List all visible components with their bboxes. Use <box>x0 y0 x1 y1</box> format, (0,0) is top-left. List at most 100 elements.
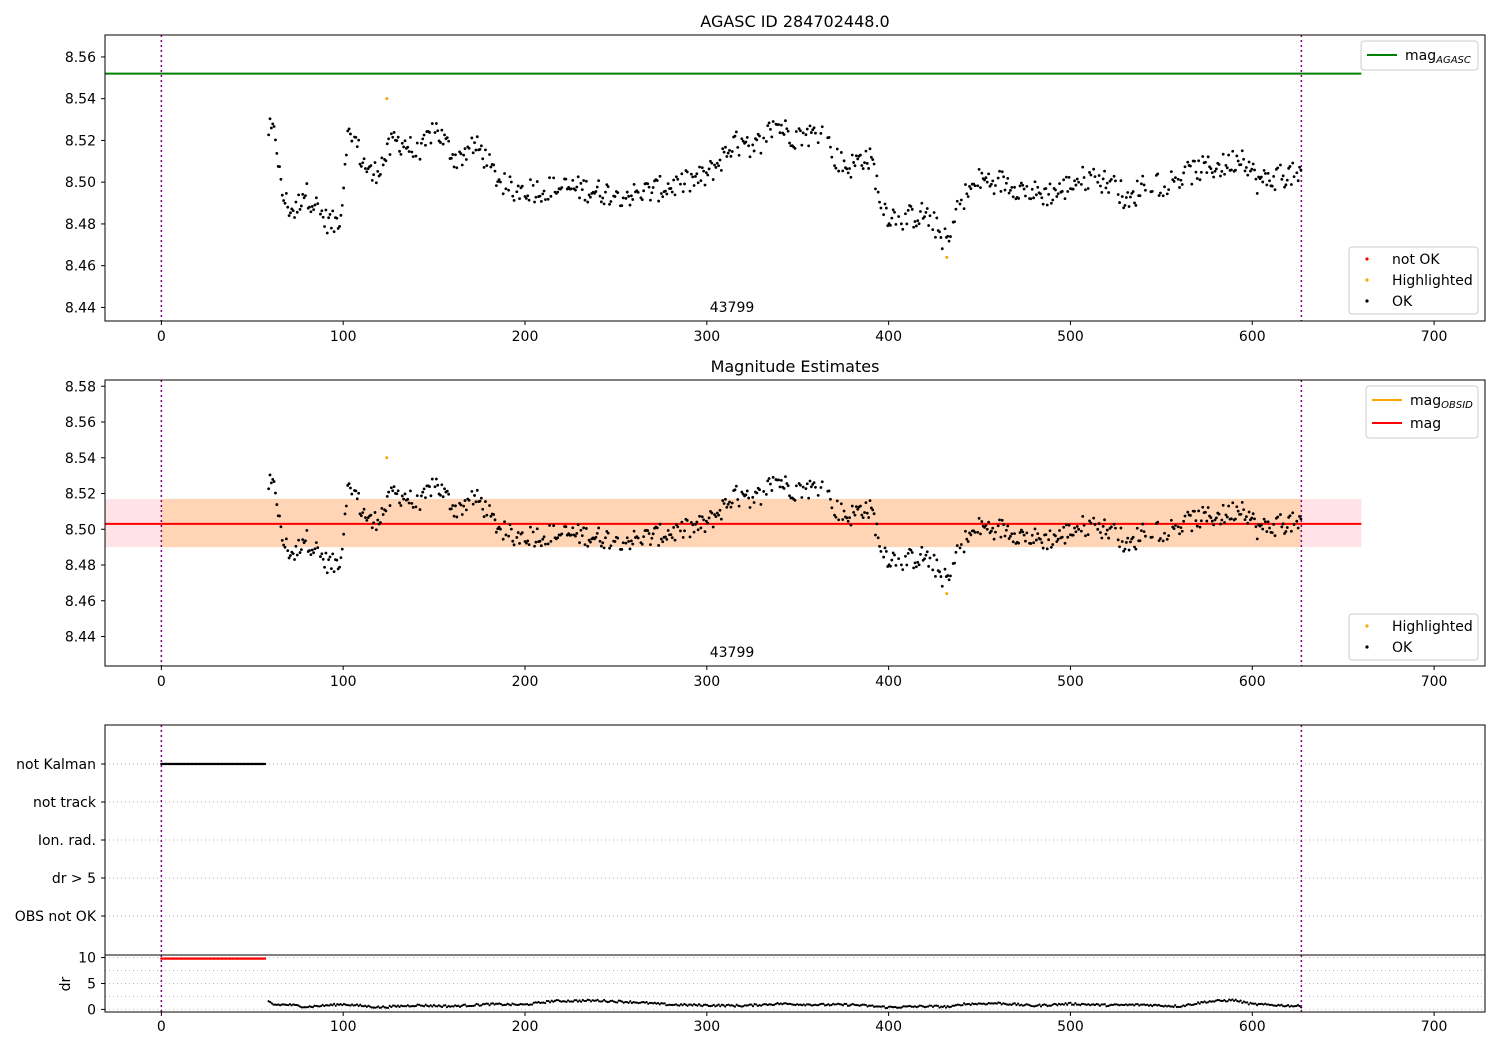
dr-point <box>416 1003 419 1006</box>
dr-flag-point <box>263 957 267 960</box>
ok-point <box>608 546 611 550</box>
ok-point <box>479 144 483 148</box>
ok-point <box>689 172 693 176</box>
dr-point <box>622 1001 625 1004</box>
ok-point <box>771 475 775 479</box>
ok-point <box>391 135 395 139</box>
legend-box <box>1348 246 1479 315</box>
ok-point <box>931 568 935 572</box>
ok-point <box>436 129 440 133</box>
dr-point <box>990 1002 994 1005</box>
dr-point <box>414 1004 418 1008</box>
ok-point <box>740 490 744 494</box>
dr-point <box>269 1001 272 1004</box>
dr-point <box>488 1004 491 1007</box>
ok-point <box>440 483 444 487</box>
ok-point <box>533 200 536 204</box>
ok-point <box>548 176 551 180</box>
ok-point <box>715 161 719 165</box>
ok-point <box>665 538 669 541</box>
ok-point <box>650 191 654 195</box>
dr-point <box>979 1002 982 1005</box>
ok-point <box>770 489 774 492</box>
ok-point <box>1066 535 1070 539</box>
dr-point <box>331 1004 334 1007</box>
dr-point <box>1079 1004 1082 1007</box>
ok-point <box>589 540 592 544</box>
ok-point <box>447 492 451 496</box>
ok-point <box>289 554 292 557</box>
ok-point <box>1234 517 1237 521</box>
dr-point <box>658 1003 661 1006</box>
y-tick-label: 8.52 <box>65 487 96 503</box>
ok-point <box>1194 170 1198 174</box>
ok-point <box>691 175 695 179</box>
dr-point <box>815 1004 818 1007</box>
ok-point <box>492 163 496 167</box>
ok-point <box>1242 508 1246 512</box>
ok-point <box>539 544 543 548</box>
dr-point <box>1273 1004 1277 1007</box>
ok-point <box>1129 540 1132 544</box>
ok-point <box>695 172 699 176</box>
ok-point <box>959 543 963 546</box>
ok-point <box>414 505 418 509</box>
ok-point <box>721 499 725 502</box>
ok-point <box>807 144 811 148</box>
dr-point <box>1229 999 1232 1002</box>
ok-point <box>1193 509 1196 513</box>
ok-point <box>538 539 542 543</box>
dr-point <box>1031 1005 1034 1008</box>
ok-point <box>295 553 299 557</box>
x-tick-label: 200 <box>512 674 539 690</box>
dr-point <box>524 1003 527 1006</box>
dr-point <box>509 1004 512 1007</box>
dr-point <box>969 1003 972 1007</box>
ok-point <box>1045 203 1049 207</box>
ok-point <box>497 525 501 529</box>
ok-point <box>949 235 952 238</box>
ok-point <box>384 509 388 513</box>
dr-point <box>283 1003 287 1006</box>
ok-point <box>374 528 378 532</box>
ok-point <box>865 161 869 165</box>
ok-point <box>797 127 801 131</box>
ok-point <box>1183 165 1187 169</box>
ok-point <box>958 546 962 550</box>
dr-point <box>526 1003 529 1006</box>
ok-point <box>707 516 711 520</box>
ok-point <box>422 487 426 491</box>
legend-marker <box>1365 257 1369 261</box>
y-tick-label: 8.50 <box>65 522 96 538</box>
dr-point <box>267 1000 270 1003</box>
dr-point <box>537 1000 540 1004</box>
ok-point <box>1033 180 1037 184</box>
dr-point <box>691 1004 694 1007</box>
ok-point <box>704 519 708 523</box>
ok-point <box>518 541 521 545</box>
ok-point <box>636 191 640 194</box>
ok-point <box>1206 155 1210 159</box>
legend-marker <box>1365 645 1369 649</box>
ok-point <box>976 530 980 534</box>
ok-point <box>1097 174 1101 177</box>
dr-point <box>1012 1002 1015 1005</box>
ok-point <box>512 543 516 547</box>
ok-point <box>1240 500 1244 504</box>
ok-point <box>310 548 314 552</box>
dr-point <box>280 1003 283 1006</box>
ok-point <box>1220 169 1224 173</box>
dr-point <box>329 1003 332 1006</box>
dr-point <box>1175 1005 1178 1009</box>
ok-point <box>883 202 887 206</box>
dr-point <box>364 1004 367 1007</box>
dr-point <box>707 1004 710 1008</box>
ok-point <box>700 166 704 170</box>
dr-point <box>324 1004 328 1007</box>
ok-point <box>1223 172 1226 176</box>
ok-point <box>583 543 587 546</box>
dr-point <box>701 1005 704 1008</box>
ok-point <box>391 489 395 493</box>
ok-point <box>724 145 727 149</box>
ok-point <box>893 553 896 557</box>
